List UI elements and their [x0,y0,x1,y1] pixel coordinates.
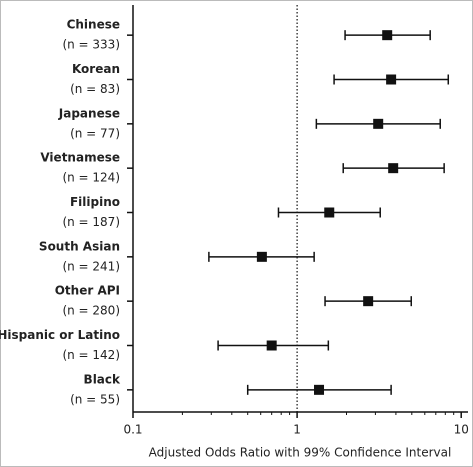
point-estimate [382,30,393,41]
category-label: Black [84,372,121,386]
category-label: Hispanic or Latino [0,328,120,342]
category-note: (n = 77) [70,126,120,140]
category-note: (n = 241) [62,259,120,273]
category-label: Filipino [70,195,120,209]
category-label: Korean [72,62,120,76]
category-label: Chinese [67,18,120,32]
point-estimate [386,74,397,85]
category-note: (n = 124) [62,171,120,185]
category-note: (n = 333) [62,38,120,52]
category-note: (n = 83) [70,82,120,96]
point-estimate [314,384,325,395]
point-estimate [324,207,335,218]
point-estimate [363,296,374,307]
category-note: (n = 280) [62,304,120,318]
point-estimate [256,251,267,262]
x-tick-label: 10 [454,423,469,437]
point-estimate [373,118,384,129]
x-tick-label: 1 [293,423,301,437]
point-estimate [266,340,277,351]
category-label: South Asian [39,239,120,253]
category-label: Vietnamese [40,151,120,165]
x-tick-label: 0.1 [123,423,142,437]
category-note: (n = 187) [62,215,120,229]
category-note: (n = 142) [62,348,120,362]
category-note: (n = 55) [70,392,120,406]
category-label: Other API [55,284,120,298]
point-estimate [388,163,399,174]
category-label: Japanese [58,106,120,120]
x-axis-label: Adjusted Odds Ratio with 99% Confidence … [149,446,452,460]
